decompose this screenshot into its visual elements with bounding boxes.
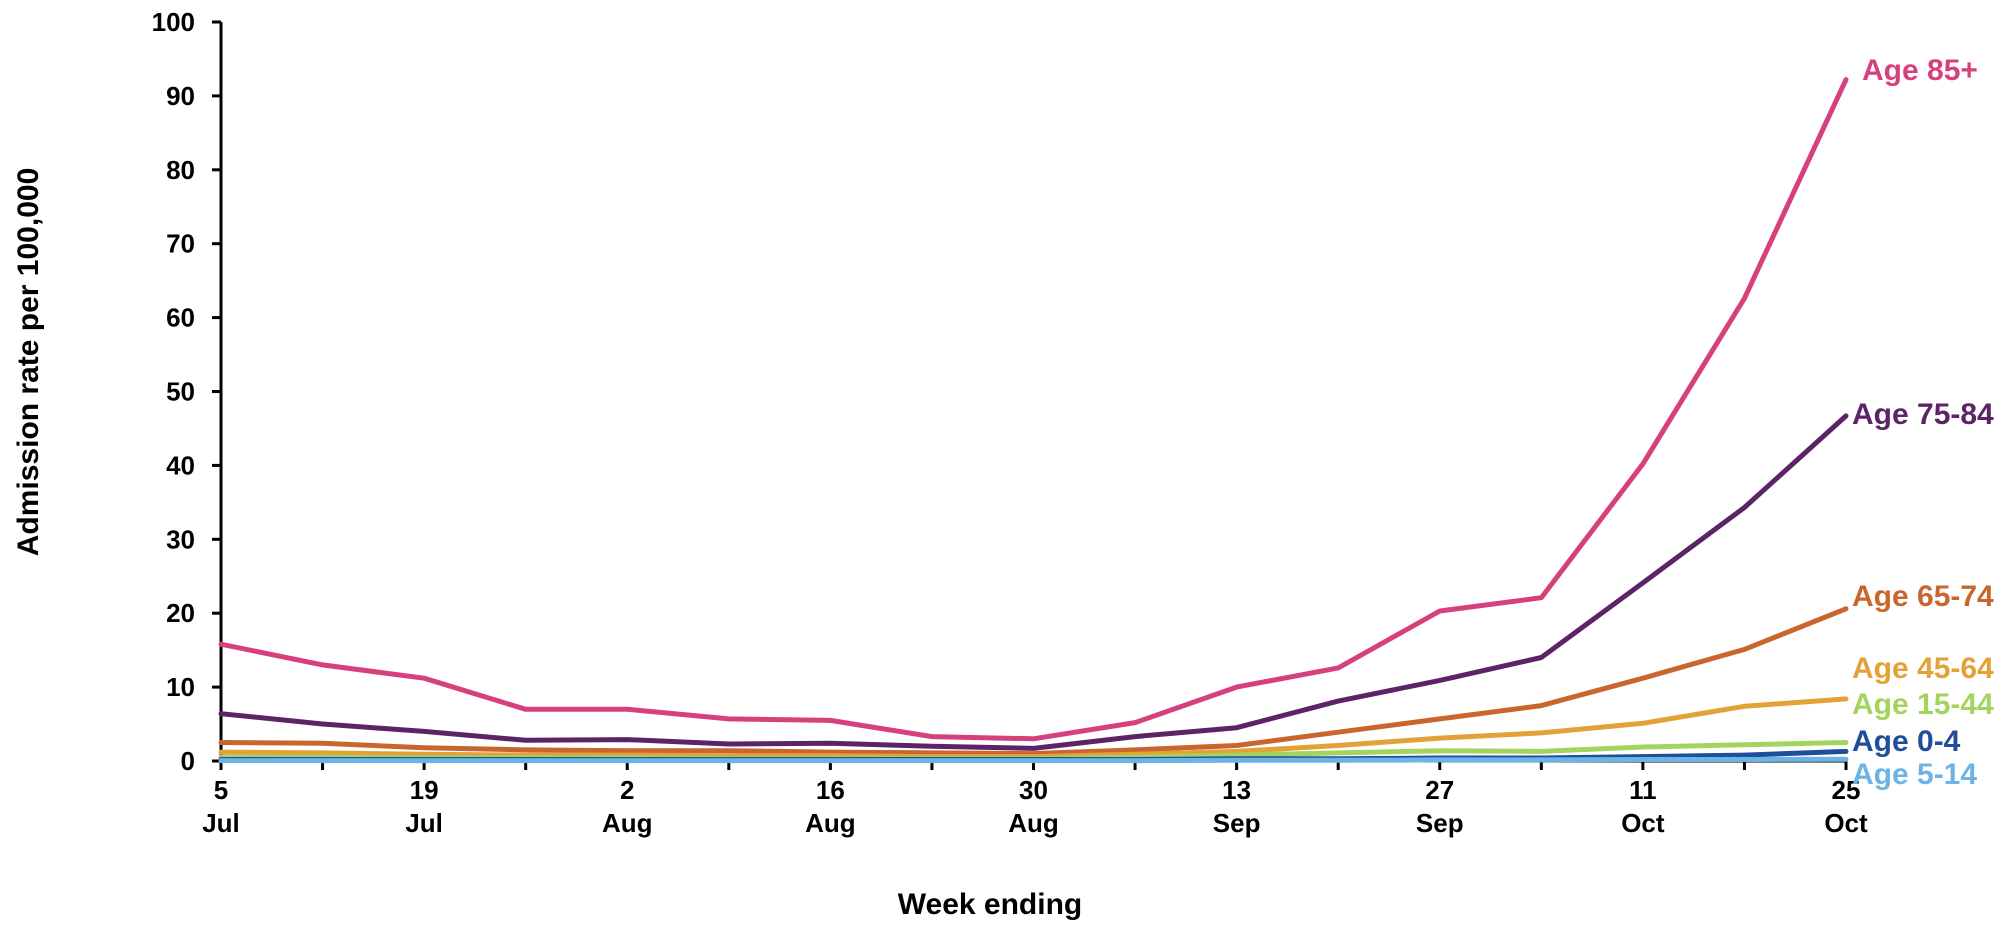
x-tick-label-day: 13 <box>1222 775 1251 805</box>
x-tick-label-month: Oct <box>1621 808 1665 838</box>
x-tick-label-month: Sep <box>1213 808 1261 838</box>
series-line-age-85- <box>218 77 1849 742</box>
y-axis-ticks: 0 10 20 30 40 50 60 70 80 90 100 <box>152 7 221 776</box>
x-tick-label-month: Sep <box>1416 808 1464 838</box>
x-axis-ticks: 5Jul19Jul2Aug16Aug30Aug13Sep27Sep11Oct25… <box>202 761 1868 838</box>
x-tick-label-day: 2 <box>620 775 634 805</box>
x-tick-label-day: 19 <box>410 775 439 805</box>
series-line-age-5-14 <box>218 756 1849 764</box>
x-tick-label-day: 25 <box>1832 775 1861 805</box>
x-axis-title: Week ending <box>898 888 1082 921</box>
series-label-age-45-64: Age 45-64 <box>1852 652 1994 685</box>
y-tick-label: 30 <box>166 524 195 554</box>
series-label-age-85-: Age 85+ <box>1862 54 1978 87</box>
x-tick-label-month: Oct <box>1824 808 1868 838</box>
x-tick-label-day: 5 <box>214 775 228 805</box>
y-tick-label: 10 <box>166 672 195 702</box>
y-tick-label: 40 <box>166 450 195 480</box>
y-tick-label: 90 <box>166 81 195 111</box>
x-tick-label-day: 27 <box>1425 775 1454 805</box>
y-tick-label: 80 <box>166 155 195 185</box>
series-lines <box>218 77 1849 764</box>
x-tick-label-month: Aug <box>1008 808 1059 838</box>
y-tick-label: 50 <box>166 377 195 407</box>
x-tick-label-day: 16 <box>816 775 845 805</box>
y-tick-label: 100 <box>152 7 195 37</box>
series-label-age-5-14: Age 5-14 <box>1852 758 1977 791</box>
series-label-age-15-44: Age 15-44 <box>1852 688 1994 721</box>
x-tick-label-month: Jul <box>202 808 240 838</box>
series-label-age-0-4: Age 0-4 <box>1852 725 1961 758</box>
y-tick-label: 20 <box>166 598 195 628</box>
series-line-age-75-84 <box>218 413 1849 751</box>
axes <box>219 22 1846 763</box>
y-tick-label: 70 <box>166 229 195 259</box>
x-tick-label-month: Jul <box>405 808 443 838</box>
y-tick-label: 60 <box>166 303 195 333</box>
y-tick-label: 0 <box>181 746 195 776</box>
x-tick-label-day: 11 <box>1629 775 1657 805</box>
y-axis-title: Admission rate per 100,000 <box>12 168 45 557</box>
series-label-age-65-74: Age 65-74 <box>1852 580 1994 613</box>
x-tick-label-month: Aug <box>805 808 856 838</box>
x-tick-label-day: 30 <box>1019 775 1048 805</box>
x-tick-label-month: Aug <box>602 808 653 838</box>
series-line-age-65-74 <box>218 606 1849 757</box>
series-label-age-75-84: Age 75-84 <box>1852 398 1994 431</box>
